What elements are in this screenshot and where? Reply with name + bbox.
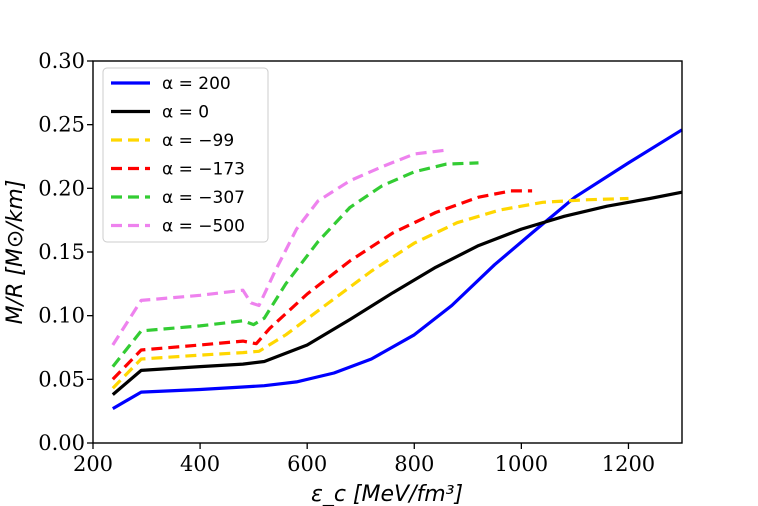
y-tick-label: 0.15 <box>38 240 85 264</box>
y-axis-label: M/R [M⊙/km] <box>3 180 28 325</box>
x-tick-label: 400 <box>180 452 220 476</box>
x-tick-label: 800 <box>394 452 434 476</box>
legend-label: α = 0 <box>162 103 209 123</box>
series-line-0 <box>111 128 683 410</box>
legend-label: α = −99 <box>162 131 234 151</box>
series-line-3 <box>111 189 533 381</box>
series-line-1 <box>111 190 683 396</box>
x-tick-label: 600 <box>287 452 327 476</box>
x-axis-label: ε_c [MeV/fm³] <box>311 482 463 506</box>
y-tick-label: 0.30 <box>38 49 85 73</box>
legend-label: α = 200 <box>162 74 231 94</box>
series-line-5 <box>111 148 447 346</box>
series-line-2 <box>111 196 629 390</box>
y-tick-label: 0.10 <box>38 304 85 328</box>
y-tick-label: 0.20 <box>38 176 85 200</box>
legend-label: α = −173 <box>162 160 245 180</box>
y-tick-label: 0.25 <box>38 113 85 137</box>
y-tick-label: 0.05 <box>38 367 85 391</box>
y-tick-label: 0.00 <box>38 431 85 455</box>
legend-label: α = −500 <box>162 217 245 237</box>
series-layer <box>111 128 683 410</box>
x-tick-label: 1200 <box>602 452 655 476</box>
legend: α = 200 α = 0 α = −99 α = −173 α = −307 α = −… <box>102 67 269 243</box>
legend-label: α = −307 <box>162 188 245 208</box>
x-tick-label: 1000 <box>495 452 548 476</box>
series-line-4 <box>111 161 479 368</box>
ticks-layer: 200 400 600 800 1000 1200 0.00 0.05 0.10 0.15 0.20… <box>38 49 655 476</box>
x-tick-label: 200 <box>73 452 113 476</box>
